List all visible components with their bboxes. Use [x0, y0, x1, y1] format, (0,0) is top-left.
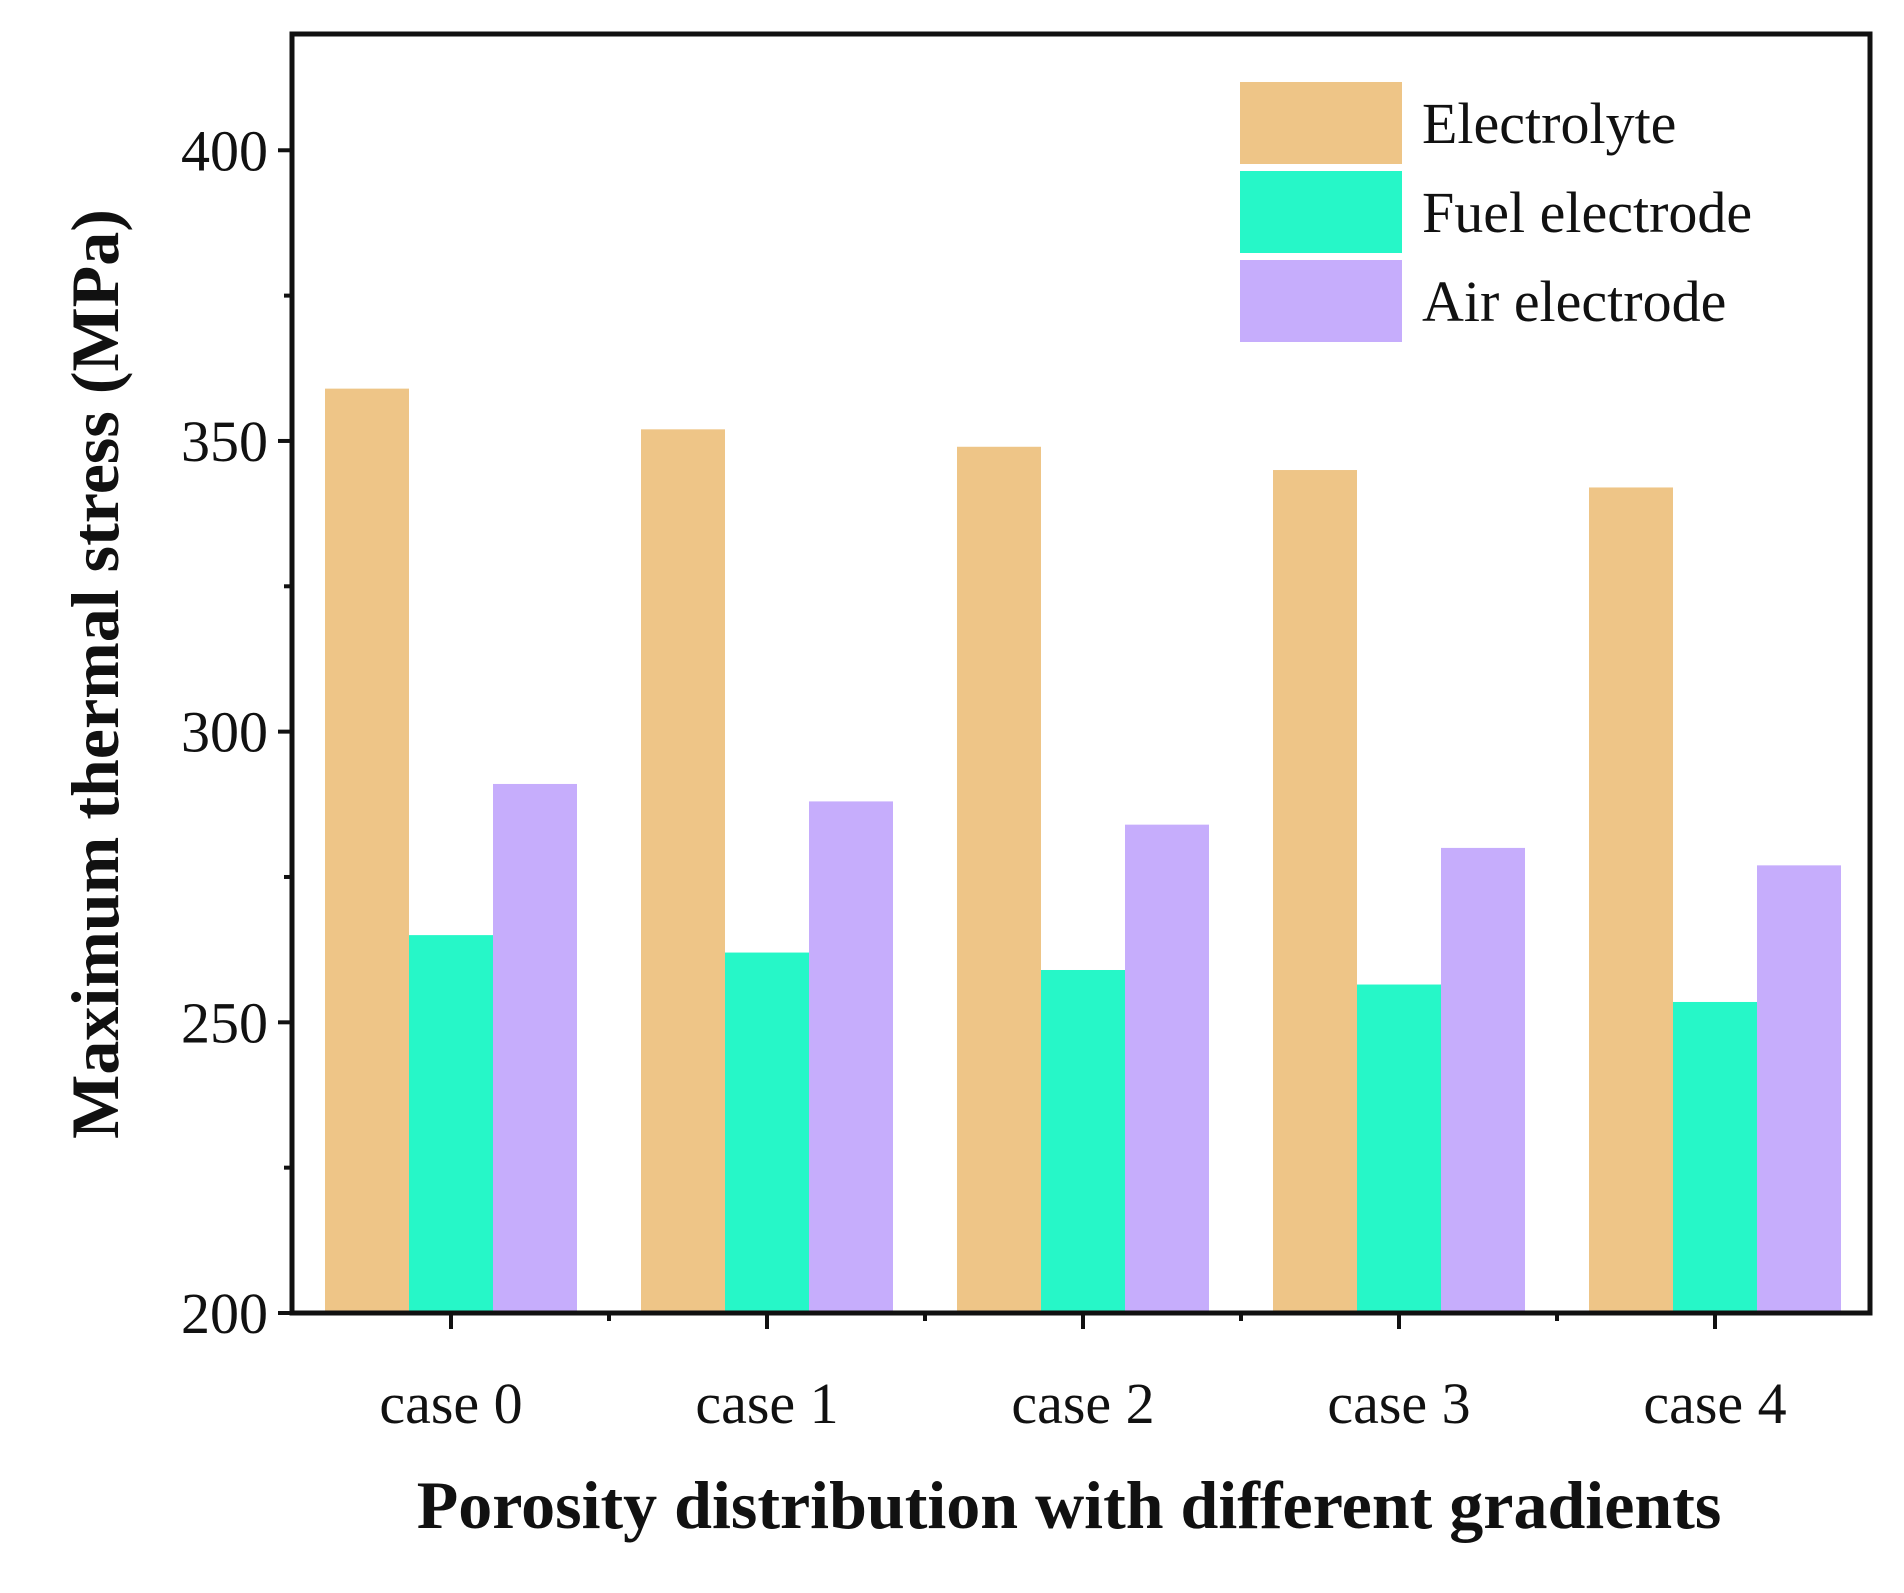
legend-label-fuel-electrode: Fuel electrode [1422, 180, 1752, 245]
bar-fuel-electrode-case-0 [409, 935, 493, 1313]
y-tick-label: 300 [181, 700, 268, 765]
legend-label-electrolyte: Electrolyte [1422, 91, 1676, 156]
x-tick-label: case 2 [1011, 1371, 1154, 1436]
y-axis: 200 250 300 350 400 [181, 118, 292, 1346]
legend-swatch-fuel-electrode [1240, 171, 1402, 253]
bar-fuel-electrode-case-2 [1041, 969, 1125, 1313]
x-tick-label: case 1 [695, 1371, 838, 1436]
x-tick-label: case 0 [379, 1371, 522, 1436]
bar-air-electrode-case-0 [493, 783, 577, 1313]
bar-electrolyte-case-0 [325, 388, 409, 1313]
bar-air-electrode-case-3 [1441, 847, 1525, 1313]
bar-fuel-electrode-case-4 [1673, 1001, 1757, 1313]
bar-electrolyte-case-4 [1589, 487, 1673, 1313]
y-tick-label: 400 [181, 118, 268, 183]
bars-layer [325, 388, 1841, 1314]
x-axis: case 0 case 1 case 2 case 3 case 4 [379, 1313, 1787, 1436]
bar-air-electrode-case-4 [1757, 865, 1841, 1313]
x-tick-label: case 3 [1327, 1371, 1470, 1436]
legend-swatch-air-electrode [1240, 260, 1402, 342]
legend-swatch-electrolyte [1240, 82, 1402, 164]
legend-label-air-electrode: Air electrode [1422, 269, 1726, 334]
bar-fuel-electrode-case-3 [1357, 984, 1441, 1313]
bar-electrolyte-case-2 [957, 446, 1041, 1313]
legend: Electrolyte Fuel electrode Air electrode [1240, 82, 1752, 342]
bar-fuel-electrode-case-1 [725, 952, 809, 1313]
bar-electrolyte-case-3 [1273, 470, 1357, 1314]
y-tick-label: 250 [181, 990, 268, 1055]
bar-air-electrode-case-2 [1125, 824, 1209, 1313]
y-axis-title: Maximum thermal stress (MPa) [57, 209, 133, 1139]
bar-air-electrode-case-1 [809, 801, 893, 1313]
bar-electrolyte-case-1 [641, 429, 725, 1313]
y-tick-label: 200 [181, 1281, 268, 1346]
y-tick-label: 350 [181, 409, 268, 474]
x-tick-label: case 4 [1643, 1371, 1786, 1436]
x-axis-title: Porosity distribution with different gra… [417, 1467, 1722, 1543]
